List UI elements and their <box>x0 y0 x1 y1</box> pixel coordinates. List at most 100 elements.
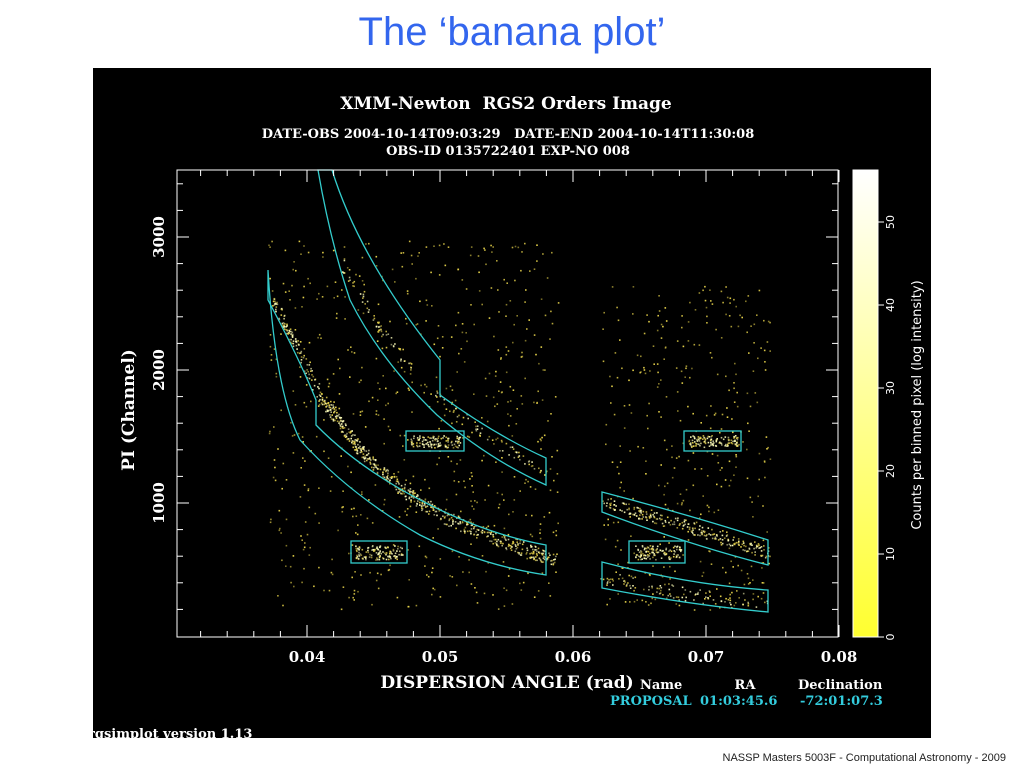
event <box>651 547 654 550</box>
event <box>656 591 658 593</box>
event <box>521 251 523 253</box>
event <box>514 451 517 453</box>
event <box>547 556 549 559</box>
event <box>317 405 320 407</box>
event <box>398 483 400 485</box>
event <box>610 502 612 505</box>
event <box>757 495 759 498</box>
event <box>471 475 473 478</box>
event <box>289 328 292 330</box>
event <box>358 275 361 277</box>
event <box>639 514 641 516</box>
event <box>447 437 450 440</box>
event <box>481 532 484 534</box>
event <box>342 271 344 273</box>
event <box>378 326 380 328</box>
event <box>399 489 401 491</box>
event <box>699 589 701 591</box>
event <box>536 260 538 262</box>
event <box>332 418 335 421</box>
event <box>551 559 553 562</box>
event <box>611 578 614 581</box>
event <box>410 491 412 493</box>
event <box>675 554 678 557</box>
event <box>550 563 553 566</box>
event <box>648 320 650 323</box>
event <box>509 300 512 302</box>
box-region <box>350 540 408 564</box>
event <box>403 434 406 437</box>
event <box>448 518 451 520</box>
event <box>524 377 526 380</box>
event <box>361 366 363 369</box>
event <box>664 553 666 556</box>
event <box>314 379 316 381</box>
event <box>403 370 406 373</box>
event <box>406 290 409 292</box>
event <box>375 265 378 267</box>
event <box>372 456 374 458</box>
event <box>553 561 556 564</box>
event <box>470 532 472 535</box>
event <box>343 258 346 260</box>
event <box>505 442 508 445</box>
event <box>732 431 734 434</box>
event <box>456 584 458 587</box>
event <box>292 555 295 557</box>
event <box>508 543 510 546</box>
event <box>504 535 506 538</box>
event <box>362 295 365 298</box>
event <box>488 531 490 534</box>
event <box>337 529 339 532</box>
event <box>326 378 329 381</box>
event <box>390 343 393 346</box>
event <box>756 545 758 548</box>
event <box>363 283 365 286</box>
event <box>666 597 668 600</box>
event <box>354 434 356 436</box>
event <box>340 608 343 611</box>
event <box>407 489 410 491</box>
event <box>343 259 346 262</box>
event <box>669 593 671 595</box>
event <box>423 391 425 394</box>
event <box>671 456 673 459</box>
event <box>324 399 326 402</box>
event <box>311 374 313 376</box>
event <box>282 604 284 607</box>
event <box>416 503 418 505</box>
event <box>643 332 646 335</box>
event <box>538 551 540 553</box>
event <box>680 550 682 553</box>
event <box>311 370 313 372</box>
event <box>462 571 464 573</box>
event <box>735 602 737 604</box>
event <box>537 590 540 592</box>
event <box>288 332 290 334</box>
event <box>454 521 457 523</box>
event <box>329 416 332 418</box>
event <box>475 591 478 594</box>
event <box>300 359 303 361</box>
event <box>414 492 416 494</box>
event <box>476 534 478 536</box>
event <box>720 337 723 339</box>
event <box>457 440 459 443</box>
event <box>699 444 701 447</box>
event <box>382 471 384 474</box>
event <box>742 592 745 595</box>
event <box>438 445 441 447</box>
event <box>428 510 431 513</box>
event <box>691 531 693 533</box>
event <box>665 553 667 555</box>
event <box>659 514 662 517</box>
event <box>532 552 535 555</box>
event <box>534 559 537 562</box>
event <box>522 455 525 457</box>
event <box>451 422 453 425</box>
event <box>745 545 747 548</box>
event <box>457 522 459 525</box>
event <box>426 574 428 576</box>
event <box>646 546 649 548</box>
event <box>649 545 652 547</box>
